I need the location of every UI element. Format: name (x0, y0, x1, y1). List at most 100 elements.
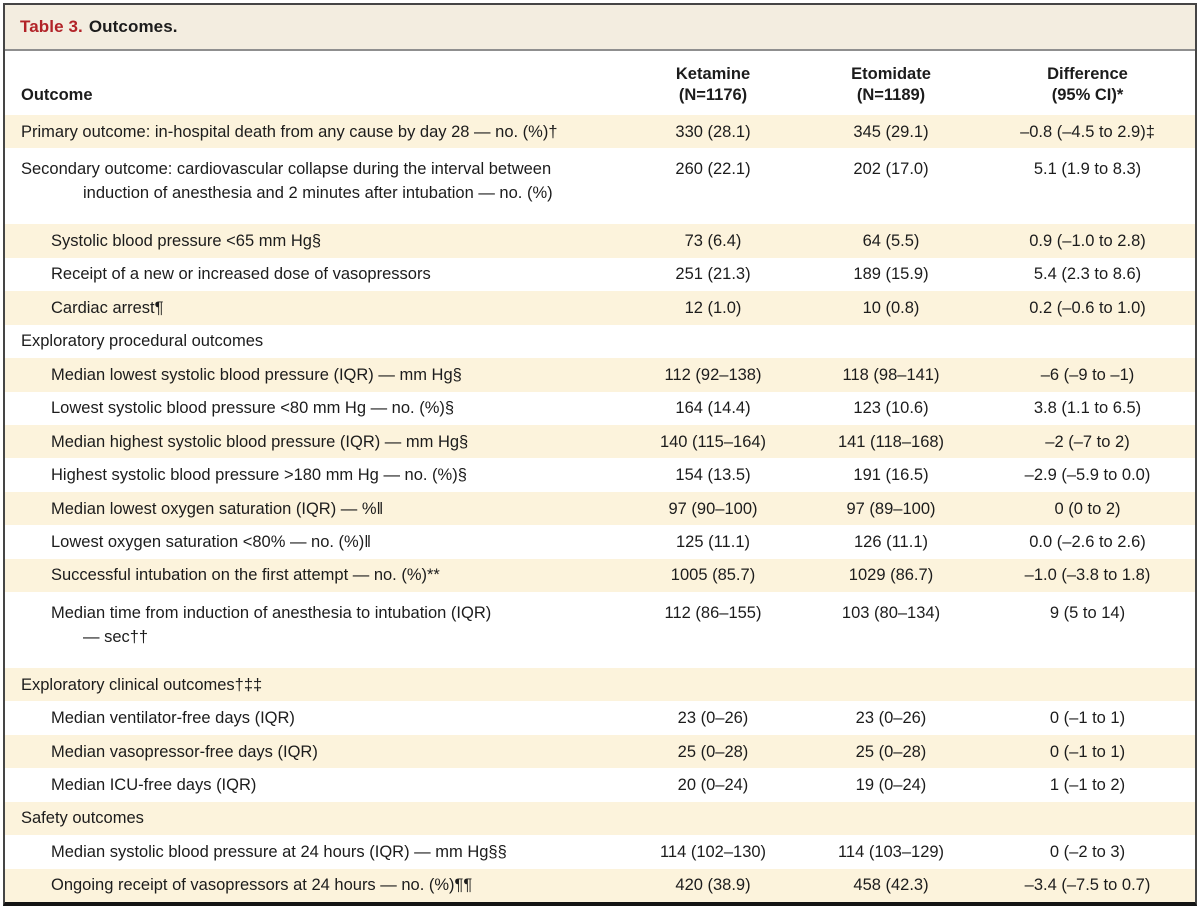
table-body: Primary outcome: in-hospital death from … (5, 115, 1195, 903)
etomidate-header-line2: (N=1189) (856, 86, 926, 104)
outcome-cell: Median ICU-free days (IQR) (5, 773, 624, 797)
ketamine-value: 260 (22.1) (675, 160, 751, 179)
table-row: Ongoing receipt of vasopressors at 24 ho… (5, 868, 1195, 903)
table-row: Median lowest systolic blood pressure (I… (5, 358, 1195, 392)
difference-value: 9 (5 to 14) (1049, 604, 1126, 623)
outcome-cell: Exploratory procedural outcomes (5, 329, 624, 353)
difference-value: 1 (–1 to 2) (1049, 776, 1126, 795)
difference-value: –6 (–9 to –1) (1040, 365, 1135, 384)
outcome-label: Successful intubation on the first attem… (51, 566, 440, 585)
table-row: Exploratory procedural outcomes (5, 324, 1195, 359)
etomidate-value: 123 (10.6) (853, 399, 929, 418)
table-row: Median time from induction of anesthesia… (5, 592, 1195, 668)
outcome-cell: Safety outcomes (5, 806, 624, 830)
table-row: Successful intubation on the first attem… (5, 558, 1195, 593)
difference-value: 5.4 (2.3 to 8.6) (1033, 265, 1142, 284)
outcome-label: Median time from induction of anesthesia… (51, 604, 492, 623)
ketamine-value: 112 (86–155) (664, 604, 762, 623)
ketamine-value: 1005 (85.7) (670, 566, 756, 585)
outcomes-table: Table 3. Outcomes. Outcome Ketamine (N=1… (3, 3, 1197, 906)
outcome-label: Lowest systolic blood pressure <80 mm Hg… (51, 399, 455, 418)
etomidate-value: 141 (118–168) (837, 432, 945, 451)
outcome-cell: Median systolic blood pressure at 24 hou… (5, 840, 624, 864)
ketamine-value: 420 (38.9) (675, 876, 751, 895)
table-row: Systolic blood pressure <65 mm Hg§ 73 (6… (5, 224, 1195, 258)
difference-value: 0.0 (–2.6 to 2.6) (1029, 532, 1146, 551)
outcome-cell: Highest systolic blood pressure >180 mm … (5, 463, 624, 487)
outcome-cell: Median vasopressor-free days (IQR) (5, 740, 624, 764)
etomidate-value: 10 (0.8) (862, 298, 920, 317)
etomidate-value: 191 (16.5) (853, 466, 929, 485)
outcome-cell: Receipt of a new or increased dose of va… (5, 262, 624, 286)
outcome-label: Median ICU-free days (IQR) (51, 776, 257, 795)
ketamine-value: 140 (115–164) (659, 432, 767, 451)
outcome-cell: Lowest systolic blood pressure <80 mm Hg… (5, 396, 624, 420)
outcome-cell: Cardiac arrest¶ (5, 296, 624, 320)
table-row: Cardiac arrest¶ 12 (1.0) 10 (0.8) 0.2 (–… (5, 291, 1195, 325)
ketamine-header-line2: (N=1176) (678, 86, 748, 104)
etomidate-value: 103 (80–134) (841, 604, 941, 623)
ketamine-value: 25 (0–28) (677, 742, 749, 761)
outcome-label: Primary outcome: in-hospital death from … (21, 122, 558, 141)
outcome-cell: Lowest oxygen saturation <80% — no. (%)‖ (5, 530, 624, 554)
table-row: Median vasopressor-free days (IQR) 25 (0… (5, 734, 1195, 769)
ketamine-value: 154 (13.5) (675, 466, 751, 485)
etomidate-value: 1029 (86.7) (848, 566, 934, 585)
outcome-cell: Median lowest oxygen saturation (IQR) — … (5, 497, 624, 521)
difference-header-line2: (95% CI)* (1051, 86, 1124, 104)
etomidate-value: 25 (0–28) (855, 742, 927, 761)
difference-header-line1: Difference (1047, 65, 1128, 83)
difference-value: –3.4 (–7.5 to 0.7) (1024, 876, 1151, 895)
table-row: Exploratory clinical outcomes†‡‡ (5, 668, 1195, 702)
table-row: Safety outcomes (5, 801, 1195, 836)
outcome-label: Safety outcomes (21, 809, 144, 828)
ketamine-value: 164 (14.4) (675, 399, 751, 418)
table-row: Primary outcome: in-hospital death from … (5, 115, 1195, 149)
outcome-label: Highest systolic blood pressure >180 mm … (51, 466, 467, 485)
outcome-label: Cardiac arrest¶ (51, 298, 164, 317)
outcome-cell: Exploratory clinical outcomes†‡‡ (5, 673, 624, 697)
outcome-cell: Median highest systolic blood pressure (… (5, 430, 624, 454)
etomidate-value: 23 (0–26) (855, 709, 927, 728)
outcome-cell: Primary outcome: in-hospital death from … (5, 120, 624, 144)
difference-value: –2.9 (–5.9 to 0.0) (1024, 466, 1151, 485)
ketamine-value: 12 (1.0) (684, 298, 742, 317)
column-header-etomidate: Etomidate (N=1189) (802, 64, 980, 106)
outcome-label: Median vasopressor-free days (IQR) (51, 742, 318, 761)
table-row: Receipt of a new or increased dose of va… (5, 257, 1195, 292)
outcome-cell: Successful intubation on the first attem… (5, 563, 624, 587)
etomidate-value: 126 (11.1) (854, 532, 928, 551)
outcome-cell: Median ventilator-free days (IQR) (5, 706, 624, 730)
outcome-label: Exploratory procedural outcomes (21, 332, 264, 351)
difference-value: 0 (–2 to 3) (1049, 842, 1126, 861)
difference-value: –0.8 (–4.5 to 2.9)‡ (1020, 122, 1155, 141)
table-row: Lowest oxygen saturation <80% — no. (%)‖… (5, 525, 1195, 559)
etomidate-value: 19 (0–24) (855, 776, 927, 795)
difference-value: –2 (–7 to 2) (1045, 432, 1130, 451)
outcome-label: Secondary outcome: cardiovascular collap… (21, 160, 552, 179)
ketamine-header-line1: Ketamine (675, 65, 751, 83)
outcome-label: Exploratory clinical outcomes†‡‡ (21, 675, 263, 694)
ketamine-value: 97 (90–100) (668, 499, 758, 518)
column-header-row: Outcome Ketamine (N=1176) Etomidate (N=1… (5, 51, 1195, 115)
ketamine-value: 23 (0–26) (677, 709, 749, 728)
etomidate-value: 118 (98–141) (842, 365, 940, 384)
outcome-cell: Median lowest systolic blood pressure (I… (5, 363, 624, 387)
ketamine-value: 125 (11.1) (676, 532, 750, 551)
ketamine-value: 73 (6.4) (684, 232, 742, 251)
difference-value: 0.9 (–1.0 to 2.8) (1029, 232, 1146, 251)
etomidate-header-line1: Etomidate (851, 65, 931, 83)
ketamine-value: 114 (102–130) (659, 842, 767, 861)
outcome-cell: Median time from induction of anesthesia… (5, 601, 624, 649)
table-number-label: Table 3. (20, 17, 83, 36)
table-title-text: Outcomes. (88, 17, 178, 36)
outcome-cell: Systolic blood pressure <65 mm Hg§ (5, 229, 624, 253)
difference-value: 0.2 (–0.6 to 1.0) (1029, 298, 1146, 317)
table-row: Median highest systolic blood pressure (… (5, 424, 1195, 459)
ketamine-value: 112 (92–138) (664, 365, 762, 384)
table-row: Highest systolic blood pressure >180 mm … (5, 458, 1195, 492)
etomidate-value: 64 (5.5) (862, 232, 920, 251)
etomidate-value: 114 (103–129) (837, 842, 945, 861)
difference-value: 0 (–1 to 1) (1049, 709, 1126, 728)
table-row: Median ventilator-free days (IQR) 23 (0–… (5, 701, 1195, 735)
